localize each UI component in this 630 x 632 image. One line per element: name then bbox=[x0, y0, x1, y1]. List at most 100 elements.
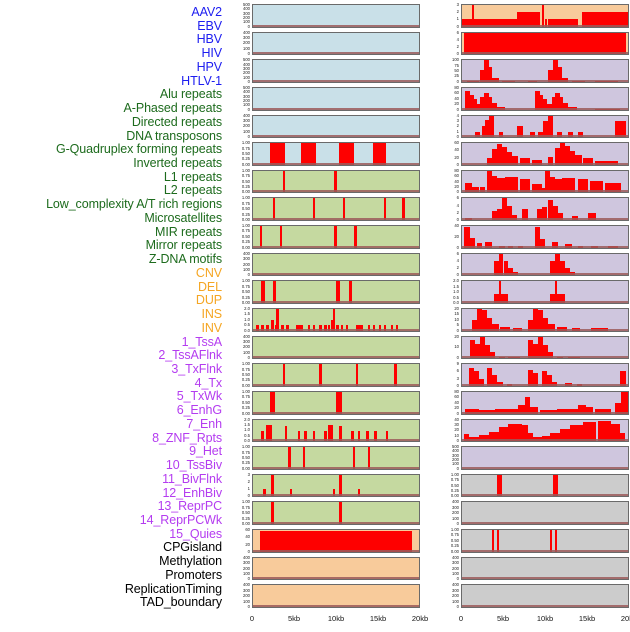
y-axis: 500 400 300 200 100 0 bbox=[437, 444, 460, 472]
track-plot bbox=[252, 529, 420, 553]
track-plot bbox=[461, 473, 629, 498]
track-plot bbox=[461, 4, 629, 28]
baseline bbox=[462, 218, 628, 221]
track-label-cpgisland: CPGisland bbox=[163, 540, 222, 555]
y-tick-label: 300 bbox=[243, 338, 250, 344]
bar bbox=[516, 12, 540, 27]
y-tick-label: 100 bbox=[452, 57, 459, 63]
baseline bbox=[462, 383, 628, 386]
y-tick-label: 0.25 bbox=[241, 377, 250, 383]
y-tick-label: 0.50 bbox=[241, 510, 250, 516]
y-tick-label: 200 bbox=[452, 565, 459, 571]
bar-series bbox=[253, 198, 419, 221]
y-axis: 80 60 40 20 0 bbox=[437, 168, 460, 196]
track-panel-left: 500 400 300 200 100 0 400 300 200 100 0 500 400 300 20… bbox=[228, 0, 420, 630]
x-tick-label: 10kb bbox=[327, 614, 345, 623]
y-tick-label: 0 bbox=[456, 161, 459, 167]
bar bbox=[256, 325, 259, 331]
bar-series bbox=[253, 558, 419, 580]
track-plot bbox=[252, 501, 420, 526]
bar bbox=[359, 325, 363, 331]
bar bbox=[525, 397, 531, 414]
y-tick-label: 4 bbox=[456, 112, 459, 118]
y-tick-label: 100 bbox=[243, 19, 250, 25]
track-row: 40 30 20 10 0 bbox=[437, 417, 629, 445]
y-tick-label: 0 bbox=[456, 355, 459, 361]
y-tick-label: 200 bbox=[452, 593, 459, 599]
bar-series bbox=[462, 392, 628, 414]
bar bbox=[588, 212, 597, 221]
track-plot bbox=[252, 114, 420, 139]
track-plot bbox=[252, 473, 420, 498]
bar bbox=[545, 171, 550, 193]
y-tick-label: 0.5 bbox=[244, 432, 250, 438]
bar bbox=[493, 260, 499, 276]
track-plot bbox=[252, 225, 420, 249]
baseline bbox=[462, 190, 628, 193]
bar bbox=[540, 239, 545, 248]
y-tick-label: 0.50 bbox=[241, 178, 250, 184]
y-tick-label: 300 bbox=[452, 587, 459, 593]
y-axis: 400 300 200 100 0 bbox=[228, 582, 251, 610]
track-row: 60 40 20 0 bbox=[228, 527, 420, 555]
track-label-3-txflnk: 3_TxFlnk bbox=[171, 361, 222, 376]
bar bbox=[505, 176, 519, 193]
y-tick-label: 400 bbox=[243, 89, 250, 95]
y-tick-label: 200 bbox=[243, 70, 250, 76]
track-label-dna-transposons: DNA transposons bbox=[126, 128, 222, 143]
bar-series bbox=[462, 115, 628, 138]
bar bbox=[548, 352, 554, 359]
bar bbox=[553, 474, 559, 497]
y-tick-label: 100 bbox=[243, 45, 250, 51]
y-tick-label: 20 bbox=[245, 541, 250, 547]
y-tick-label: 200 bbox=[243, 593, 250, 599]
bar bbox=[559, 143, 565, 165]
baseline bbox=[253, 494, 419, 497]
bar bbox=[357, 431, 361, 442]
y-tick-label: 1.0 bbox=[244, 316, 250, 322]
track-plot bbox=[461, 252, 629, 277]
track-label-hiv: HIV bbox=[201, 46, 222, 61]
y-axis: 500 400 300 200 100 0 bbox=[228, 2, 251, 30]
bar bbox=[463, 434, 469, 442]
bar bbox=[340, 325, 344, 331]
y-tick-label: 0 bbox=[456, 272, 459, 278]
y-tick-label: 5 bbox=[456, 322, 459, 328]
track-plot bbox=[252, 4, 420, 28]
y-tick-label: 0.50 bbox=[241, 399, 250, 405]
y-tick-label: 40 bbox=[454, 95, 459, 101]
bar bbox=[488, 115, 494, 138]
y-tick-label: 40 bbox=[454, 178, 459, 184]
y-tick-label: 0.00 bbox=[241, 161, 250, 167]
y-axis: 400 300 200 100 0 bbox=[228, 30, 251, 58]
track-label-hbv: HBV bbox=[196, 32, 223, 47]
y-tick-label: 40 bbox=[454, 416, 459, 422]
y-tick-label: 0.00 bbox=[450, 493, 459, 499]
track-plot bbox=[252, 418, 420, 443]
bar-series bbox=[253, 309, 419, 331]
track-plot bbox=[461, 529, 629, 553]
track-label-inverted-repeats: Inverted repeats bbox=[133, 156, 222, 171]
y-tick-label: 400 bbox=[243, 250, 250, 256]
y-tick-label: 100 bbox=[243, 598, 250, 604]
y-tick-label: 9 bbox=[456, 361, 459, 367]
bar bbox=[478, 378, 484, 386]
track-label-10-tssbiv: 10_TssBiv bbox=[165, 458, 222, 473]
bar-series bbox=[462, 420, 628, 442]
bar bbox=[468, 367, 474, 386]
y-tick-label: 0.50 bbox=[241, 150, 250, 156]
track-plot bbox=[252, 390, 420, 415]
bar bbox=[496, 178, 506, 193]
y-tick-label: 4 bbox=[456, 257, 459, 263]
track-label-4-tx: 4_Tx bbox=[194, 375, 222, 390]
bar bbox=[468, 436, 479, 442]
y-tick-label: 300 bbox=[243, 117, 250, 123]
track-plot bbox=[461, 308, 629, 332]
bar bbox=[598, 421, 612, 442]
baseline bbox=[462, 52, 628, 55]
bar bbox=[476, 243, 482, 248]
bar bbox=[281, 325, 284, 331]
y-tick-label: 300 bbox=[243, 560, 250, 566]
bar bbox=[614, 402, 624, 414]
